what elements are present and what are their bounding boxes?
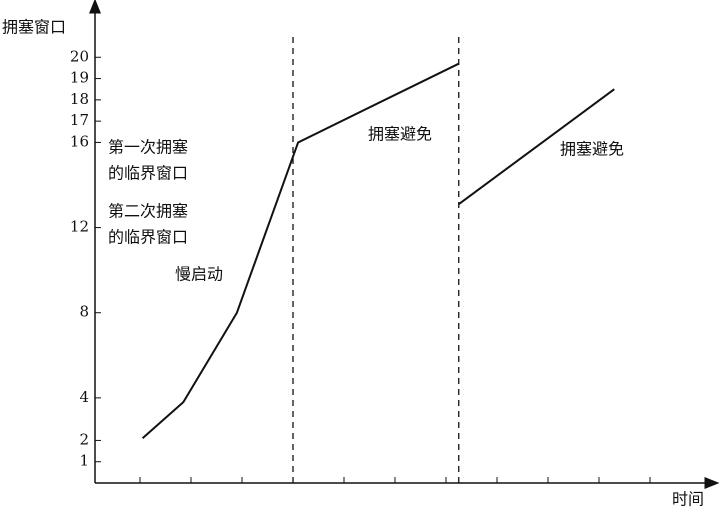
y-tick-label: 17 <box>70 111 89 129</box>
y-tick-label: 19 <box>70 69 89 87</box>
y-tick-label: 12 <box>70 218 89 236</box>
y-tick-label: 2 <box>79 430 89 448</box>
annotation: 的临界窗口 <box>108 164 188 183</box>
annotation: 第一次拥塞 <box>108 138 188 157</box>
y-tick-label: 20 <box>70 47 89 65</box>
annotation: 第二次拥塞 <box>108 202 188 221</box>
line <box>458 88 615 205</box>
y-axis-label: 拥塞窗口 <box>2 18 66 37</box>
y-tick-label: 16 <box>70 132 89 150</box>
y-tick-label: 1 <box>79 452 89 470</box>
annotation: 拥塞避免 <box>368 125 432 144</box>
y-tick-label: 4 <box>79 388 89 406</box>
annotation: 的临界窗口 <box>108 228 188 247</box>
y-tick-label: 8 <box>79 303 89 321</box>
line <box>141 62 460 440</box>
annotation: 慢启动 <box>175 265 223 284</box>
y-tick-label: 18 <box>70 90 89 108</box>
x-axis-label: 时间 <box>672 490 704 509</box>
annotation: 拥塞避免 <box>560 140 624 159</box>
